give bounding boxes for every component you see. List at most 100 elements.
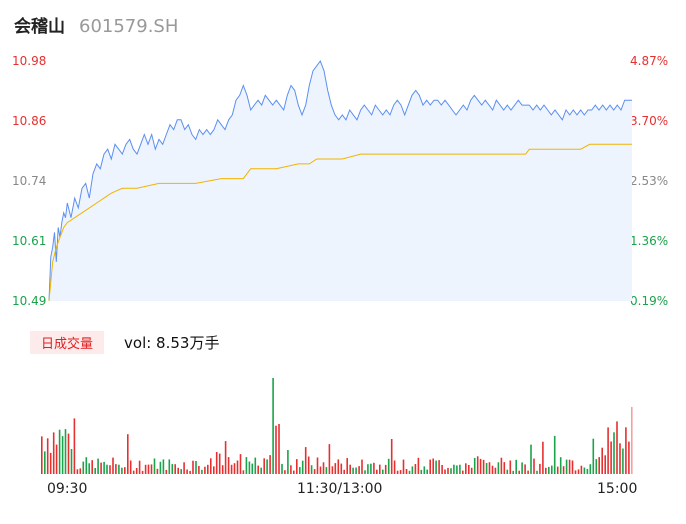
volume-bar	[224, 441, 227, 474]
volume-bar	[242, 470, 245, 474]
volume-bar	[296, 459, 298, 474]
volume-bar	[343, 469, 345, 474]
volume-bar	[192, 460, 194, 474]
volume-bar	[269, 455, 271, 474]
volume-bar	[168, 459, 171, 474]
volume-bar	[127, 434, 129, 474]
volume-bar	[138, 460, 141, 474]
volume-bar	[100, 462, 102, 474]
volume-bar	[604, 455, 606, 474]
volume-bar	[180, 469, 182, 474]
volume-bar	[260, 467, 262, 474]
volume-bar	[272, 378, 274, 474]
volume-bar	[402, 459, 405, 474]
volume-bar	[301, 460, 304, 474]
volume-bar	[491, 465, 494, 474]
volume-bar	[595, 459, 598, 474]
average-price-line	[48, 143, 632, 302]
volume-bar	[112, 457, 114, 474]
price-tick-label: 10.86	[12, 114, 47, 128]
volume-bar	[103, 461, 105, 474]
volume-bar	[376, 469, 378, 474]
volume-bar	[257, 465, 259, 474]
volume-bar	[459, 464, 461, 474]
volume-bar	[453, 464, 455, 474]
volume-bar	[82, 461, 85, 474]
volume-bar	[70, 449, 73, 474]
volume-bar	[571, 460, 574, 474]
volume-bar	[370, 463, 372, 474]
volume-bar	[515, 459, 517, 474]
volume-bar	[444, 469, 446, 474]
volume-bar	[177, 467, 179, 474]
volume-bar	[159, 461, 162, 474]
volume-bar	[512, 470, 514, 474]
volume-bar	[373, 462, 375, 474]
volume-bar	[322, 462, 325, 474]
volume-bar	[186, 469, 188, 474]
volume-bar	[141, 470, 144, 474]
volume-info: 日成交量 vol: 8.53万手	[30, 331, 219, 354]
volume-bar	[382, 469, 384, 474]
volume-bar	[628, 441, 630, 474]
volume-bar	[340, 463, 343, 474]
volume-bar	[565, 459, 568, 474]
volume-bar	[592, 438, 595, 474]
volume-bar	[479, 458, 482, 474]
volume-bar	[530, 444, 532, 474]
volume-bar	[518, 470, 520, 474]
volume-bar	[539, 463, 541, 474]
volume-bar	[248, 461, 251, 474]
time-tick-label: 09:30	[47, 481, 88, 497]
volume-bar	[559, 457, 562, 474]
volume-bar	[135, 468, 138, 474]
volume-bar	[227, 457, 230, 474]
volume-bar	[88, 463, 90, 474]
percent-tick-label: 0.19%	[630, 294, 669, 308]
volume-bar	[438, 460, 440, 474]
volume-bar	[556, 466, 559, 474]
volume-bar	[476, 456, 479, 474]
volume-bar	[349, 464, 351, 474]
volume-bar	[67, 433, 70, 474]
volume-bar	[408, 470, 411, 474]
volume-bar	[551, 465, 553, 474]
volume-bar	[278, 424, 280, 474]
volume-bar	[275, 425, 277, 474]
volume-label[interactable]: 日成交量	[30, 331, 105, 354]
volume-bar	[619, 443, 621, 474]
volume-bar	[405, 469, 408, 474]
volume-bar	[41, 436, 43, 474]
volume-bar	[76, 469, 79, 474]
volume-bar	[574, 470, 577, 474]
volume-bar	[266, 459, 268, 474]
price-line	[48, 59, 632, 302]
volume-bar	[355, 467, 357, 474]
volume-bar	[429, 459, 431, 474]
volume-bar	[207, 464, 209, 474]
volume-bar	[601, 447, 603, 474]
volume-bar	[201, 469, 203, 474]
volume-bar	[610, 441, 612, 474]
volume-bar	[631, 407, 633, 474]
stock-code: 601579.SH	[79, 16, 179, 37]
price-tick-label: 10.98	[12, 54, 47, 68]
volume-bar	[337, 459, 340, 474]
volume-bar	[426, 469, 428, 474]
volume-bar	[361, 459, 363, 474]
volume-bar	[174, 464, 176, 474]
volume-bar	[497, 462, 500, 474]
volume-bar	[44, 451, 46, 474]
volume-bar	[73, 418, 76, 474]
volume-bar	[91, 460, 93, 474]
volume-bar	[441, 465, 443, 474]
volume-bar	[367, 464, 369, 474]
volume-bar	[210, 458, 212, 474]
volume-bar	[485, 463, 488, 474]
volume-bar	[598, 457, 600, 474]
volume-bar	[589, 464, 592, 474]
volume-bar	[482, 459, 485, 474]
volume-bar	[613, 432, 615, 474]
volume-bar	[503, 462, 506, 474]
price-area-fill	[49, 61, 632, 301]
